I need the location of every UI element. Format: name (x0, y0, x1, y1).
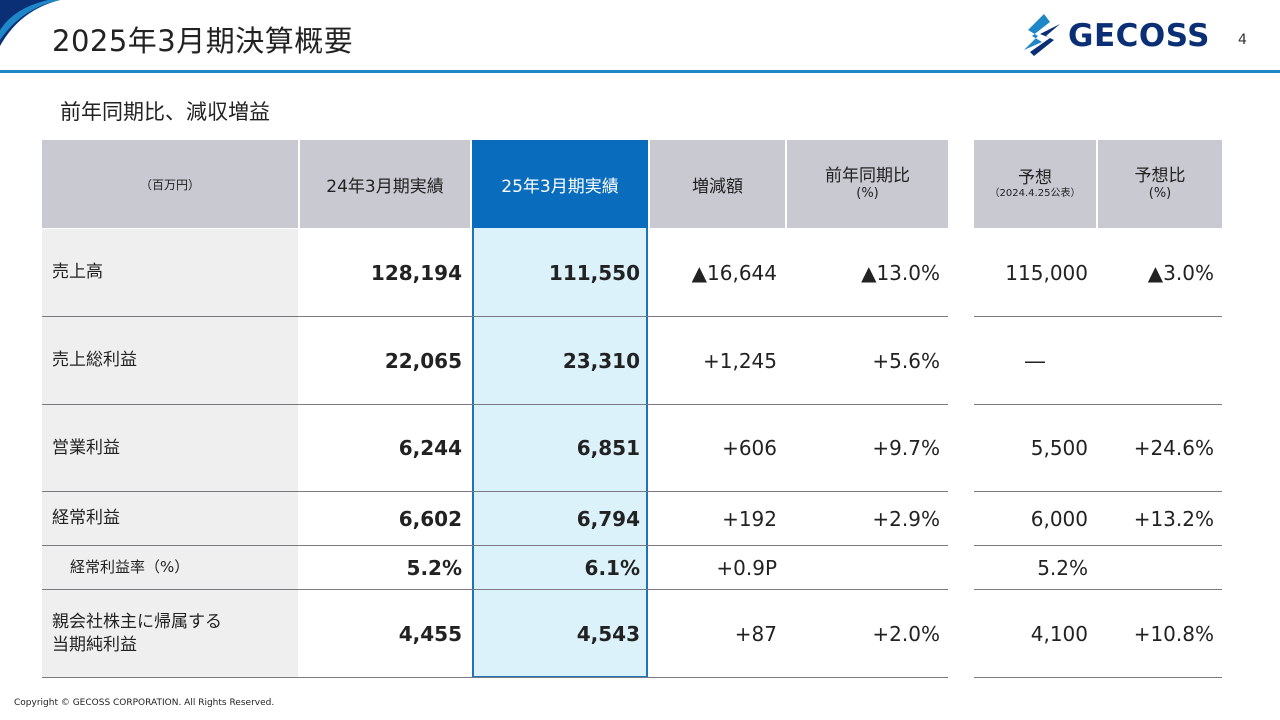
header-forecast-ratio-label: 予想比 (1134, 166, 1186, 186)
row-divider (974, 589, 1222, 590)
gross-profit-forecast-ratio (1098, 317, 1222, 404)
ordinary-margin-diff: +0.9P (716, 555, 777, 580)
ordinary-margin-forecast-ratio (1098, 546, 1222, 589)
header-yoy-label: 前年同期比 (825, 166, 910, 186)
row-divider (42, 589, 948, 590)
current-year-highlight (472, 228, 648, 678)
label-bg (42, 590, 298, 678)
row-divider (974, 545, 1222, 546)
operating-profit-forecast-ratio: +24.6% (1133, 436, 1214, 460)
row-divider (42, 404, 948, 405)
header-yoy: 前年同期比 (%) (787, 140, 948, 228)
net-income-prev: 4,455 (398, 622, 462, 646)
header-forecast-label: 予想 (1018, 167, 1052, 188)
header-forecast-ratio: 予想比 (%) (1098, 140, 1222, 228)
row-divider (974, 316, 1222, 317)
net-income-curr: 4,543 (576, 622, 640, 646)
net-income-forecast-ratio: +10.8% (1133, 622, 1214, 646)
row-label-net-sales: 売上高 (52, 262, 103, 283)
unit-header: （百万円） (42, 140, 298, 228)
net-sales-forecast-ratio: ▲3.0% (1147, 260, 1214, 285)
net-income-label-line1: 親会社株主に帰属する (52, 612, 222, 633)
gross-profit-forecast: ― (1025, 348, 1045, 373)
header-forecast-note: （2024.4.25公表） (989, 188, 1081, 200)
net-income-diff: +87 (734, 622, 777, 646)
row-label-ordinary-profit: 経常利益 (52, 508, 120, 529)
net-income-forecast: 4,100 (1030, 622, 1088, 646)
ordinary-margin-prev: 5.2% (406, 555, 462, 580)
row-divider (974, 491, 1222, 492)
label-bg (42, 492, 298, 545)
label-bg (42, 546, 298, 589)
operating-profit-yoy: +9.7% (872, 436, 940, 460)
net-sales-prev: 128,194 (370, 260, 462, 285)
row-divider (42, 491, 948, 492)
ordinary-margin-curr: 6.1% (584, 555, 640, 580)
title-rule (0, 70, 1280, 73)
header-current-year: 25年3月期実績 (472, 140, 648, 228)
page-title: 2025年3月期決算概要 (52, 24, 354, 58)
ordinary-margin-yoy (787, 546, 948, 589)
row-divider (974, 677, 1222, 678)
page-number: 4 (1238, 32, 1247, 48)
row-label-net-income: 親会社株主に帰属する 当期純利益 (42, 590, 298, 678)
gross-profit-diff: +1,245 (702, 348, 777, 373)
net-income-label-line2: 当期純利益 (52, 635, 137, 655)
operating-profit-forecast: 5,500 (1030, 436, 1088, 460)
corner-decoration (0, 0, 60, 46)
logo-text: GECOSS (1068, 18, 1210, 54)
row-label-operating-profit: 営業利益 (52, 437, 120, 458)
net-income-yoy: +2.0% (872, 622, 940, 646)
operating-profit-curr: 6,851 (576, 436, 640, 460)
row-divider (42, 316, 948, 317)
header-difference-label: 増減額 (692, 176, 743, 197)
ordinary-profit-forecast: 6,000 (1030, 506, 1088, 531)
header-forecast-ratio-unit: (%) (1148, 186, 1172, 202)
row-divider (42, 677, 948, 678)
label-bg (42, 317, 298, 404)
row-label-ordinary-margin: 経常利益率（%） (70, 558, 190, 577)
label-bg (42, 405, 298, 491)
net-sales-yoy: ▲13.0% (861, 260, 940, 285)
gecoss-logo-icon (1024, 14, 1060, 56)
net-sales-curr: 111,550 (548, 260, 640, 285)
header-yoy-unit: (%) (856, 186, 879, 202)
row-label-gross-profit: 売上総利益 (52, 350, 137, 371)
company-logo: GECOSS (1020, 8, 1220, 64)
header-prev-year: 24年3月期実績 (300, 140, 470, 228)
label-bg (42, 229, 298, 316)
subtitle: 前年同期比、減収増益 (60, 100, 270, 124)
operating-profit-prev: 6,244 (398, 436, 462, 460)
unit-label: （百万円） (139, 177, 200, 192)
ordinary-profit-prev: 6,602 (398, 506, 462, 531)
copyright-text: Copyright © GECOSS CORPORATION. All Righ… (14, 698, 275, 708)
operating-profit-diff: +606 (722, 436, 777, 460)
ordinary-profit-diff: +192 (722, 506, 777, 531)
row-divider (42, 545, 948, 546)
header-current-year-label: 25年3月期実績 (501, 176, 619, 197)
ordinary-profit-curr: 6,794 (576, 506, 640, 531)
ordinary-profit-yoy: +2.9% (872, 506, 940, 531)
header-difference: 増減額 (650, 140, 785, 228)
row-divider (974, 404, 1222, 405)
ordinary-margin-forecast: 5.2% (1037, 555, 1088, 580)
net-sales-forecast: 115,000 (1005, 260, 1088, 285)
gross-profit-prev: 22,065 (384, 348, 462, 373)
gross-profit-curr: 23,310 (562, 348, 640, 373)
ordinary-profit-forecast-ratio: +13.2% (1133, 506, 1214, 531)
header-forecast: 予想 （2024.4.25公表） (974, 140, 1096, 228)
header-prev-year-label: 24年3月期実績 (326, 176, 444, 197)
gross-profit-yoy: +5.6% (872, 348, 940, 373)
net-sales-diff: ▲16,644 (691, 260, 777, 285)
